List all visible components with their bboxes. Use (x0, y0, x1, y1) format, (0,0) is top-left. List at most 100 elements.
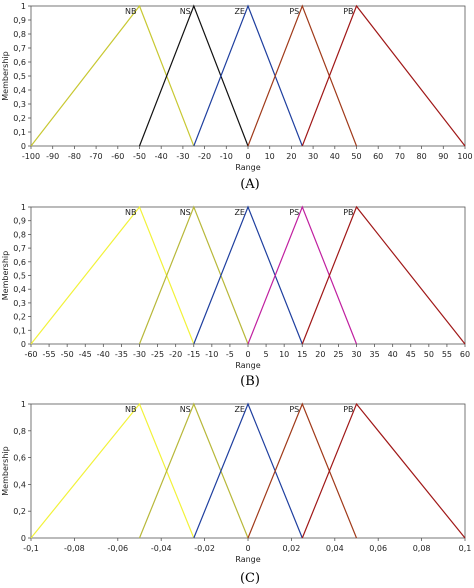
x-axis-title: Range (235, 361, 260, 370)
x-tick-label: -0,02 (194, 544, 215, 553)
y-tick-label: 1 (21, 2, 26, 11)
x-tick-label: -5 (226, 350, 234, 359)
series-label-pb: PB (343, 208, 353, 217)
series-line-ps (247, 4, 358, 147)
x-tick-label: 0,04 (326, 544, 344, 553)
x-tick-label: 55 (442, 350, 452, 359)
y-tick-label: 0,9 (13, 217, 26, 226)
series-label-ps: PS (289, 405, 299, 414)
chart-panel-2: 00,10,20,30,40,50,60,70,80,91-60 -55 -50 -4… (1, 203, 470, 389)
x-tick-label: -40 (155, 152, 168, 161)
series-label-ze: ZE (234, 405, 245, 414)
x-tick-label: 0 (245, 152, 250, 161)
x-tick-label: 0,08 (413, 544, 431, 553)
x-tick-label: 0 (245, 544, 250, 553)
series-label-ns: NS (180, 208, 191, 217)
x-tick-label: 80 (417, 152, 427, 161)
x-tick-label: -20 (198, 152, 211, 161)
x-tick-label: 60 (373, 152, 383, 161)
series-label-pb: PB (343, 7, 353, 16)
x-tick-label: 100 (457, 152, 472, 161)
x-tick-label: -60 (111, 152, 124, 161)
series-line-ns (138, 4, 249, 147)
x-tick-label: 40 (330, 152, 340, 161)
x-tick-label: -50 (61, 350, 74, 359)
x-tick-label: -40 (97, 350, 110, 359)
x-tick-label: 20 (286, 152, 296, 161)
series-label-nb: NB (125, 405, 136, 414)
series-label-ns: NS (180, 7, 191, 16)
series-label-ps: PS (289, 7, 299, 16)
x-tick-label: 50 (351, 152, 361, 161)
series-line-ns (138, 402, 249, 539)
x-tick-label: -60 (24, 350, 37, 359)
x-tick-label: 60 (460, 350, 470, 359)
y-tick-label: 0,2 (13, 507, 26, 516)
x-tick-label: -15 (187, 350, 200, 359)
y-tick-label: 0,1 (13, 326, 26, 335)
y-tick-label: 0,4 (13, 285, 26, 294)
y-tick-label: 0,7 (13, 244, 26, 253)
x-tick-label: -30 (176, 152, 189, 161)
x-tick-label: -55 (43, 350, 56, 359)
y-tick-label: 0,4 (13, 480, 26, 489)
y-tick-label: 0,6 (13, 58, 26, 67)
y-tick-label: 0 (21, 534, 26, 543)
y-tick-label: 0,8 (13, 230, 26, 239)
y-tick-label: 0 (21, 142, 26, 151)
series-label-ze: ZE (234, 7, 245, 16)
x-tick-label: 30 (351, 350, 361, 359)
y-tick-label: 0,3 (13, 100, 26, 109)
x-tick-label: 10 (279, 350, 289, 359)
x-tick-label: -0,04 (151, 544, 172, 553)
y-tick-label: 0,6 (13, 258, 26, 267)
y-tick-label: 0,6 (13, 454, 26, 463)
y-tick-label: 0,9 (13, 16, 26, 25)
y-tick-label: 1 (21, 400, 26, 409)
y-tick-label: 0,3 (13, 299, 26, 308)
x-tick-label: 90 (438, 152, 448, 161)
x-tick-label: 70 (395, 152, 405, 161)
series-line-ps (247, 205, 358, 345)
panel-caption: (A) (240, 177, 260, 192)
y-axis-title: Membership (1, 446, 10, 495)
y-tick-label: 0,8 (13, 427, 26, 436)
y-tick-label: 1 (21, 203, 26, 212)
series-label-ze: ZE (234, 208, 245, 217)
series-label-ns: NS (180, 405, 191, 414)
chart-panel-1: 00,10,20,30,40,50,60,70,80,91-100 -90 -80-… (1, 2, 473, 192)
series-line-pb (301, 4, 466, 147)
x-tick-label: 30 (308, 152, 318, 161)
x-tick-label: -0,06 (107, 544, 128, 553)
panel-caption: (B) (240, 374, 260, 389)
y-tick-label: 0,5 (13, 272, 26, 281)
series-line-ps (247, 402, 358, 539)
y-tick-label: 0,7 (13, 44, 26, 53)
y-tick-label: 0,5 (13, 72, 26, 81)
x-tick-label: 0,1 (459, 544, 472, 553)
plot-area (30, 5, 466, 147)
x-tick-label: -10 (220, 152, 233, 161)
y-tick-label: 0,2 (13, 313, 26, 322)
series-label-nb: NB (125, 208, 136, 217)
x-tick-label: -50 (133, 152, 146, 161)
x-tick-label: -30 (133, 350, 146, 359)
x-tick-label: -10 (205, 350, 218, 359)
plot-area (30, 403, 466, 539)
x-tick-label: 45 (406, 350, 416, 359)
series-line-pb (301, 402, 466, 539)
x-tick-label: 0 (245, 350, 250, 359)
x-tick-label: 40 (388, 350, 398, 359)
x-tick-label: 50 (424, 350, 434, 359)
x-tick-label: -70 (90, 152, 103, 161)
series-line-nb (30, 205, 195, 345)
series-line-nb (30, 4, 195, 147)
x-tick-label: 25 (333, 350, 343, 359)
x-axis-title: Range (235, 163, 260, 172)
series-line-ze (193, 205, 303, 345)
y-tick-label: 0 (21, 340, 26, 349)
y-axis-title: Membership (1, 251, 10, 300)
y-tick-label: 0,8 (13, 30, 26, 39)
series-line-ze (193, 4, 303, 147)
